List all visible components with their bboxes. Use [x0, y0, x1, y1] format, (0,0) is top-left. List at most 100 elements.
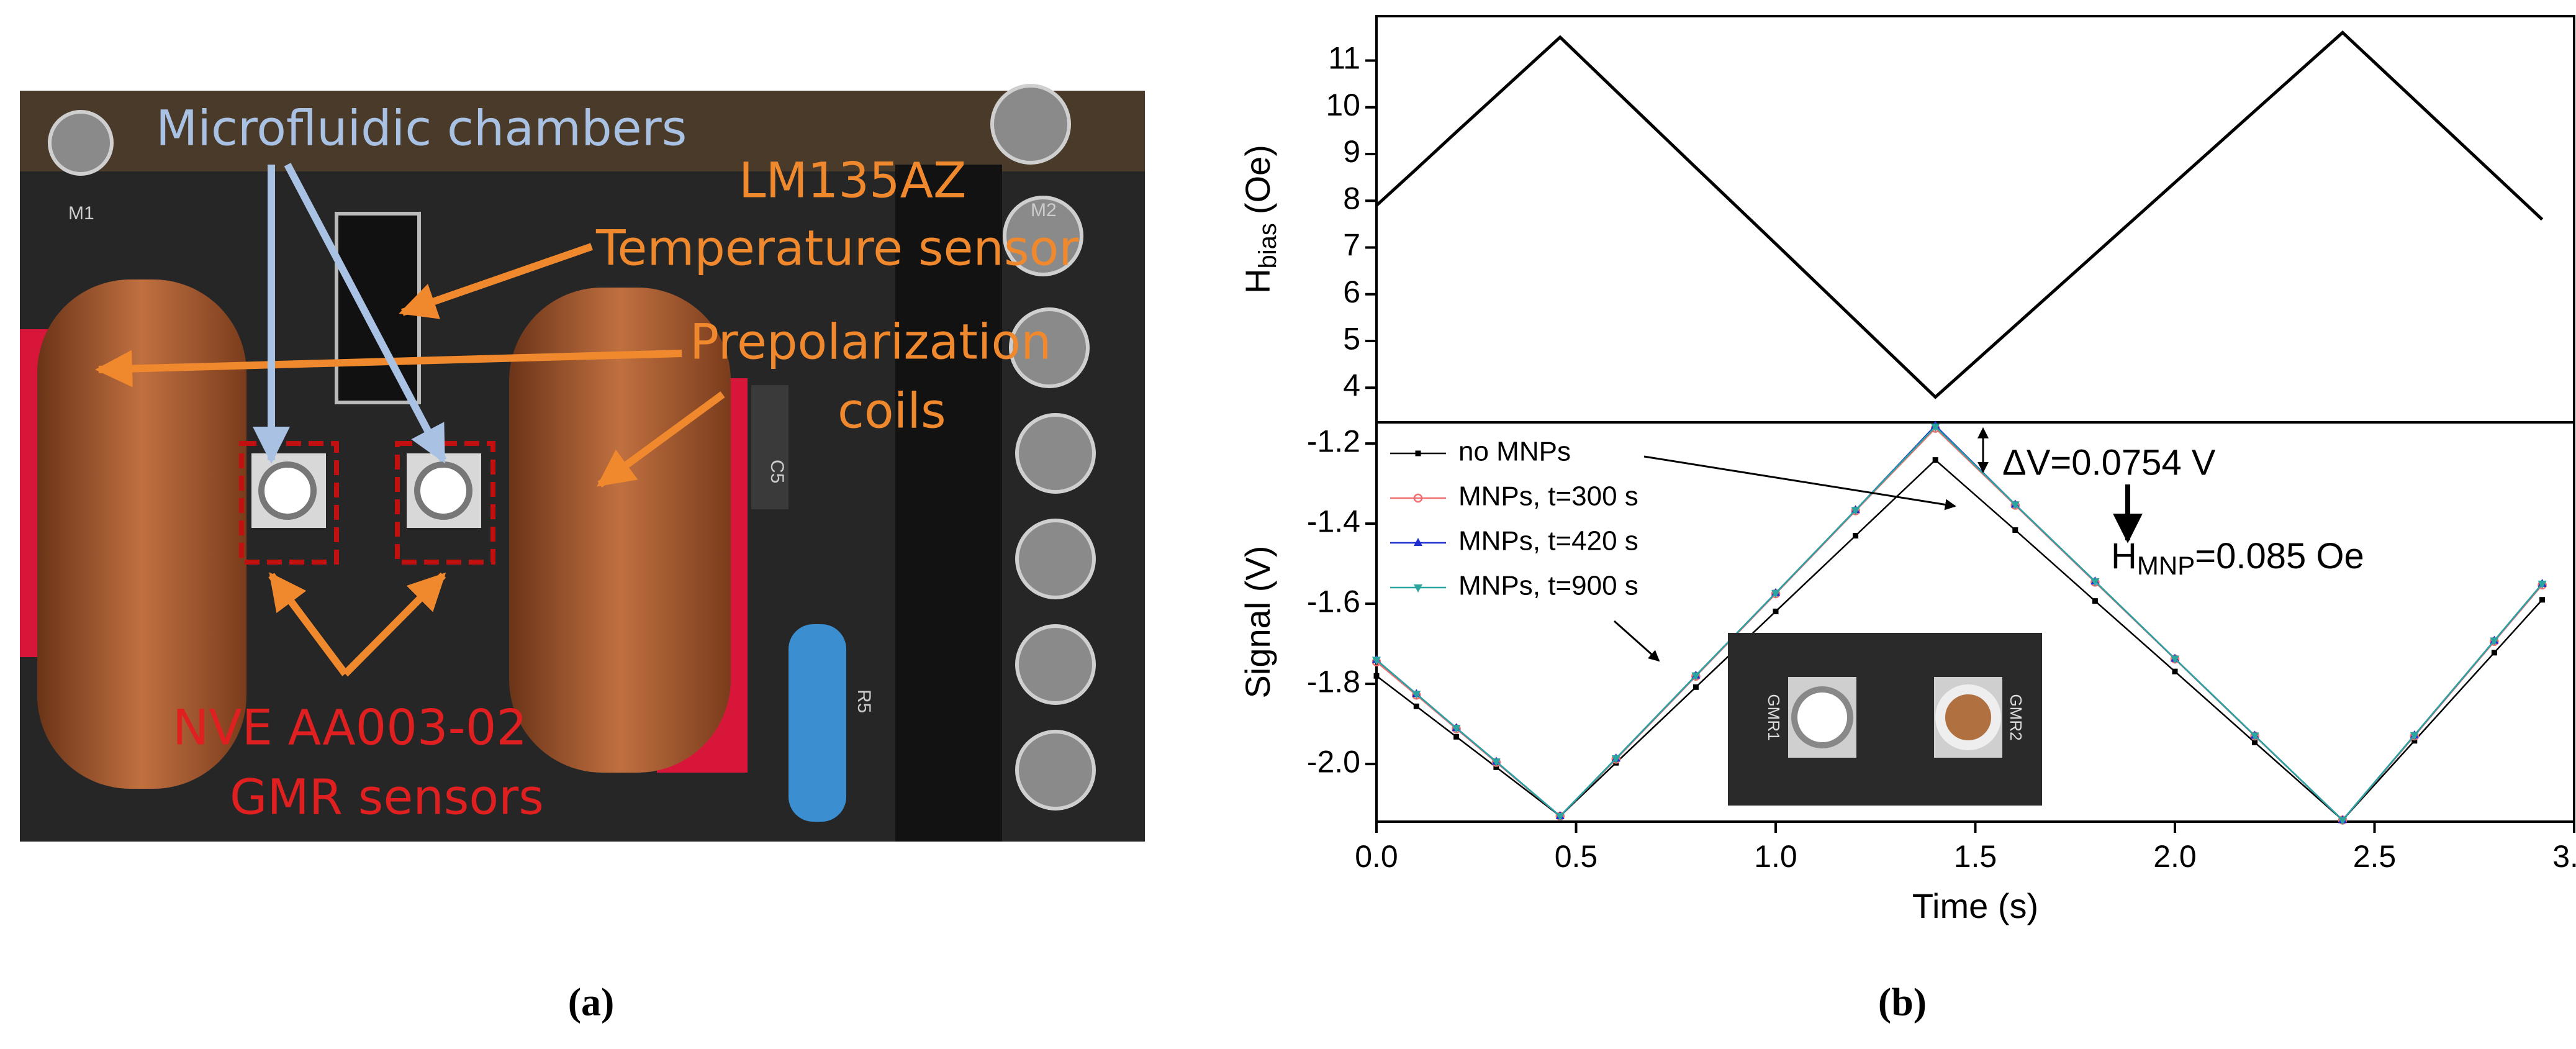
marker: [2338, 817, 2348, 825]
x-tick-label: 2.5: [2353, 839, 2397, 874]
y-tick-label: 9: [1343, 134, 1360, 169]
marker: [2172, 668, 2178, 674]
y-axis-label: Signal (V): [1238, 546, 1277, 699]
marker: [2490, 637, 2499, 646]
y-axis-label-part: Signal (V): [1238, 546, 1277, 699]
annotation: NVE AA003-02: [173, 700, 527, 756]
marker: [1555, 812, 1565, 821]
y-axis-label-part: H: [1238, 268, 1277, 293]
marker: [1851, 507, 1860, 515]
y-tick-label: 8: [1343, 181, 1360, 216]
annotation-part: H: [2111, 536, 2137, 576]
annotation-part: MNP: [2137, 551, 2195, 580]
series-line: [1375, 30, 2544, 399]
marker: [1373, 673, 1380, 679]
legend-marker: [1414, 584, 1422, 593]
marker: [1771, 589, 1780, 598]
y-tick-label: 10: [1326, 88, 1360, 122]
legend-label: no MNPs: [1458, 437, 1571, 467]
capacitor: [751, 385, 789, 509]
inset-label: GMR2: [2007, 694, 2025, 740]
marker: [2171, 655, 2179, 664]
marker: [1412, 691, 1421, 699]
connector: [895, 165, 1002, 842]
y-axis-label: Hbias (Oe): [1238, 145, 1281, 294]
marker: [1491, 758, 1501, 767]
y-tick-label: 6: [1343, 275, 1360, 309]
annotation: Temperature sensor: [595, 220, 1079, 276]
marker: [2410, 732, 2419, 740]
coil: [37, 279, 246, 789]
marker: [1452, 725, 1461, 733]
annotation: Prepolarization: [690, 314, 1052, 370]
annotation-arrow: [1643, 455, 1956, 511]
screws: [48, 84, 1096, 811]
marker: [1773, 608, 1779, 614]
y-tick-label: -1.6: [1307, 584, 1360, 619]
marker: [1493, 764, 1499, 770]
inset-chamber: [1791, 686, 1853, 748]
annotation: LM135AZ: [739, 153, 966, 209]
annotation: GMR sensors: [230, 770, 544, 825]
annotation-part: =0.085 Oe: [2195, 536, 2364, 576]
marker: [2092, 598, 2098, 604]
marker: [2090, 578, 2100, 587]
marker: [1691, 672, 1701, 681]
annotation: ΔV=0.0754 V: [2002, 442, 2216, 483]
board-label: C5: [767, 460, 787, 483]
chamber-arrows: [253, 163, 447, 464]
annotation: HMNP=0.085 Oe: [2111, 536, 2364, 580]
resistor: [789, 624, 846, 822]
marker: [2250, 732, 2259, 741]
legend-label: MNPs, t=300 s: [1458, 481, 1638, 512]
y-tick-label: 4: [1343, 368, 1360, 403]
marker: [1931, 424, 1940, 432]
marker: [1453, 733, 1460, 740]
y-axis-label-part: bias: [1254, 223, 1281, 268]
marker: [2538, 580, 2547, 589]
marker: [1932, 457, 1938, 463]
x-tick-label: 1.5: [1954, 839, 1997, 874]
y-tick-label: 5: [1343, 321, 1360, 356]
y-tick-label: -2.0: [1307, 744, 1360, 779]
legend-marker: [1414, 538, 1422, 546]
y-tick-label: -1.8: [1307, 664, 1360, 699]
board-label: R5: [854, 689, 874, 713]
board-label: M1: [68, 203, 94, 224]
photo: M1 M2 C5 R5 Microfluidic chambers LM135A…: [20, 84, 1145, 842]
legend-marker: [1415, 450, 1421, 456]
y-tick-label: 11: [1328, 41, 1360, 76]
x-tick-label: 0.5: [1555, 839, 1598, 874]
marker: [2411, 738, 2418, 744]
marker: [2010, 501, 2020, 510]
gmr-sensors: [239, 441, 495, 565]
y-tick-label: -1.2: [1307, 424, 1360, 458]
legend-label: MNPs, t=420 s: [1458, 526, 1638, 556]
x-tick-label: 1.0: [1754, 839, 1797, 874]
inset-chamber: [1935, 684, 2001, 750]
board-label: M2: [1031, 200, 1057, 220]
marker: [2491, 650, 2497, 656]
panel-label: (a): [568, 980, 615, 1024]
board-labels: M1 M2 C5 R5: [68, 200, 1057, 713]
panel-label: (b): [1878, 980, 1927, 1024]
x-axis-label: Time (s): [1912, 886, 2038, 925]
y-tick-label: -1.4: [1307, 504, 1360, 538]
annotation: Microfluidic chambers: [156, 101, 687, 157]
inset-label: GMR1: [1765, 694, 1783, 740]
marker: [1853, 533, 1859, 539]
y-axis-label-part: (Oe): [1238, 145, 1277, 214]
board-edge: [20, 91, 1145, 171]
x-tick-label: 2.0: [2153, 839, 2197, 874]
annotation-arrow: [1614, 620, 1660, 662]
legend-marker: [1413, 493, 1423, 503]
annotation: coils: [838, 383, 946, 439]
x-tick-label: 0.0: [1355, 839, 1398, 874]
marker: [2252, 739, 2258, 745]
marker: [1611, 755, 1620, 764]
marker: [1413, 703, 1419, 709]
y-tick-label: 7: [1343, 228, 1360, 263]
marker: [2539, 597, 2546, 603]
coil: [509, 288, 731, 773]
